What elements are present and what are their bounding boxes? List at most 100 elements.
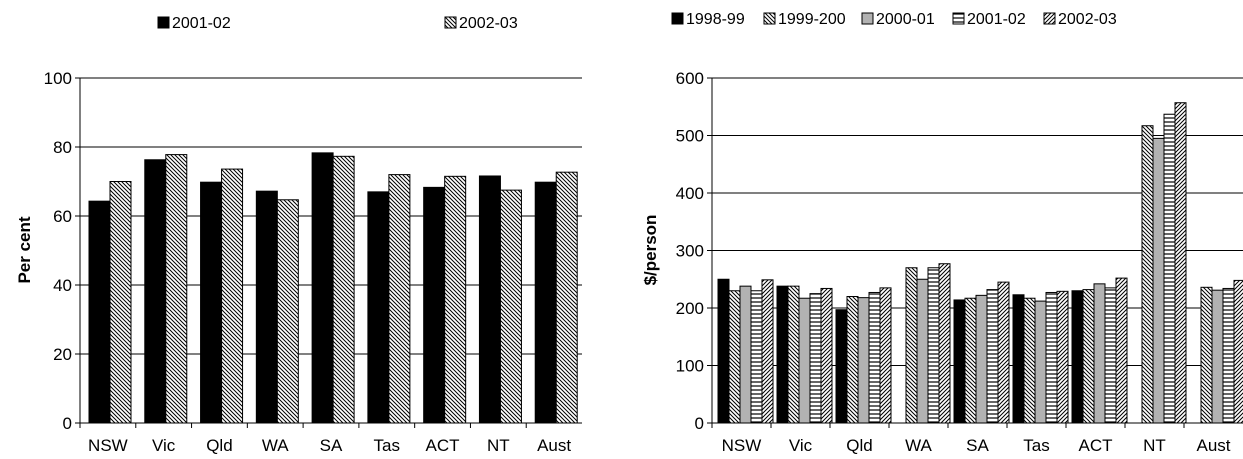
chart1-bar	[1200, 286, 1213, 424]
chart1-x-tick-label: WA	[905, 436, 932, 455]
chart1-y-tick-label: 0	[695, 414, 704, 433]
chart0-bar	[388, 174, 411, 424]
chart0-bar	[555, 171, 578, 424]
chart0-y-tick-label: 0	[63, 414, 72, 433]
chart1-y-tick-label: 600	[676, 69, 704, 88]
chart1-bar	[1023, 297, 1036, 424]
chart1-x-tick-label: Vic	[789, 436, 813, 455]
chart0-bar	[423, 186, 446, 424]
chart0-bar	[367, 191, 390, 424]
chart1-bar	[1141, 125, 1154, 424]
chart1-bar	[1174, 102, 1187, 424]
chart0-legend-swatch	[157, 16, 170, 29]
chart1-bar	[1222, 287, 1235, 424]
chart1-bar	[846, 296, 859, 424]
chart0-bar	[221, 168, 244, 424]
chart0-y-tick-label: 60	[53, 207, 72, 226]
chart1-bar	[879, 287, 892, 424]
chart1-bar	[717, 278, 730, 424]
chart1-legend-swatch	[1043, 12, 1056, 25]
chart1-bar	[787, 285, 800, 424]
chart-percent: Per cent 0 20 40 60 80 100 NSW Vic Qld WA SA Tas ACT…	[15, 15, 582, 455]
chart1-bar	[761, 279, 774, 424]
chart0-x-tick-label: Aust	[537, 436, 571, 455]
chart0-y-axis-label: Per cent	[15, 216, 34, 283]
chart0-x-tick-label: Qld	[206, 436, 232, 455]
chart0-bar	[144, 159, 167, 424]
chart1-bar	[927, 267, 940, 424]
chart0-y-tick-label: 80	[53, 138, 72, 157]
chart1-bar	[1082, 289, 1095, 424]
chart1-bar	[776, 285, 789, 424]
chart0-bar	[499, 189, 522, 424]
chart1-bar	[728, 290, 741, 424]
chart0-bar	[109, 181, 132, 424]
chart1-bar	[835, 309, 848, 424]
chart1-x-tick-label: Tas	[1023, 436, 1049, 455]
chart0-x-tick-label: Vic	[152, 436, 176, 455]
chart1-legend-label: 2001-02	[967, 11, 1026, 28]
chart0-y-tick-label: 100	[44, 69, 72, 88]
chart0-bar	[332, 155, 355, 424]
chart1-y-axis-label: $/person	[641, 215, 660, 286]
chart0-bar	[311, 152, 334, 424]
chart1-bar	[986, 289, 999, 424]
chart1-x-tick-label: NT	[1143, 436, 1166, 455]
chart1-legend-swatch	[952, 12, 965, 25]
chart0-x-tick-label: ACT	[426, 436, 460, 455]
chart1-y-tick-label: 500	[676, 127, 704, 146]
chart1-bar	[1045, 291, 1058, 424]
chart1-bar	[916, 278, 929, 424]
chart1-bar	[975, 294, 988, 424]
chart0-bar	[276, 199, 299, 424]
chart0-bar	[444, 175, 467, 424]
chart1-bar	[1233, 279, 1243, 424]
chart0-legend-swatch	[444, 16, 457, 29]
chart1-legend-swatch	[763, 12, 776, 25]
chart0-x-tick-label: NSW	[88, 436, 128, 455]
chart1-bar	[1071, 290, 1084, 424]
chart1-legend-swatch	[861, 12, 874, 25]
chart1-bar	[905, 267, 918, 424]
chart1-bar	[1115, 277, 1128, 424]
chart1-bar	[997, 281, 1010, 424]
chart1-bar	[953, 299, 966, 424]
chart1-y-tick-label: 400	[676, 184, 704, 203]
chart0-x-tick-label: NT	[487, 436, 510, 455]
chart1-bar	[1056, 290, 1069, 424]
chart1-bar	[938, 263, 951, 424]
chart1-bar	[809, 293, 822, 424]
chart1-legend-label: 1998-99	[686, 11, 745, 28]
chart1-x-tick-label: Qld	[846, 436, 872, 455]
chart0-bar	[88, 200, 111, 424]
chart0-x-tick-label: SA	[320, 436, 343, 455]
chart1-bar	[739, 285, 752, 424]
chart1-bar	[964, 297, 977, 424]
chart1-legend-label: 2002-03	[1058, 11, 1117, 28]
chart0-bar	[200, 181, 223, 424]
chart0-legend-label: 2002-03	[459, 15, 518, 32]
chart0-y-tick-label: 20	[53, 345, 72, 364]
chart1-legend-swatch	[671, 12, 684, 25]
chart1-bar	[857, 297, 870, 424]
chart0-bar	[255, 190, 278, 424]
chart0-bar	[478, 175, 501, 424]
chart1-bar	[1163, 113, 1176, 424]
chart1-bar	[1093, 283, 1106, 424]
chart-dollars-per-person: $/person 0 100 200 300 400 500 600 NSW Vic Qld WA S…	[641, 11, 1243, 455]
chart0-x-tick-label: Tas	[374, 436, 400, 455]
chart1-bar	[1211, 289, 1224, 424]
chart0-bar	[534, 181, 557, 424]
chart1-bar	[1012, 294, 1025, 424]
chart1-y-tick-label: 200	[676, 299, 704, 318]
chart1-x-tick-label: NSW	[722, 436, 762, 455]
chart1-legend-label: 2000-01	[876, 11, 935, 28]
chart1-y-tick-label: 100	[676, 357, 704, 376]
chart1-x-tick-label: ACT	[1079, 436, 1113, 455]
chart1-x-tick-label: Aust	[1196, 436, 1230, 455]
chart1-legend-label: 1999-200	[778, 11, 846, 28]
chart1-bar	[798, 297, 811, 424]
chart1-y-tick-label: 300	[676, 242, 704, 261]
chart1-bar	[750, 290, 763, 424]
